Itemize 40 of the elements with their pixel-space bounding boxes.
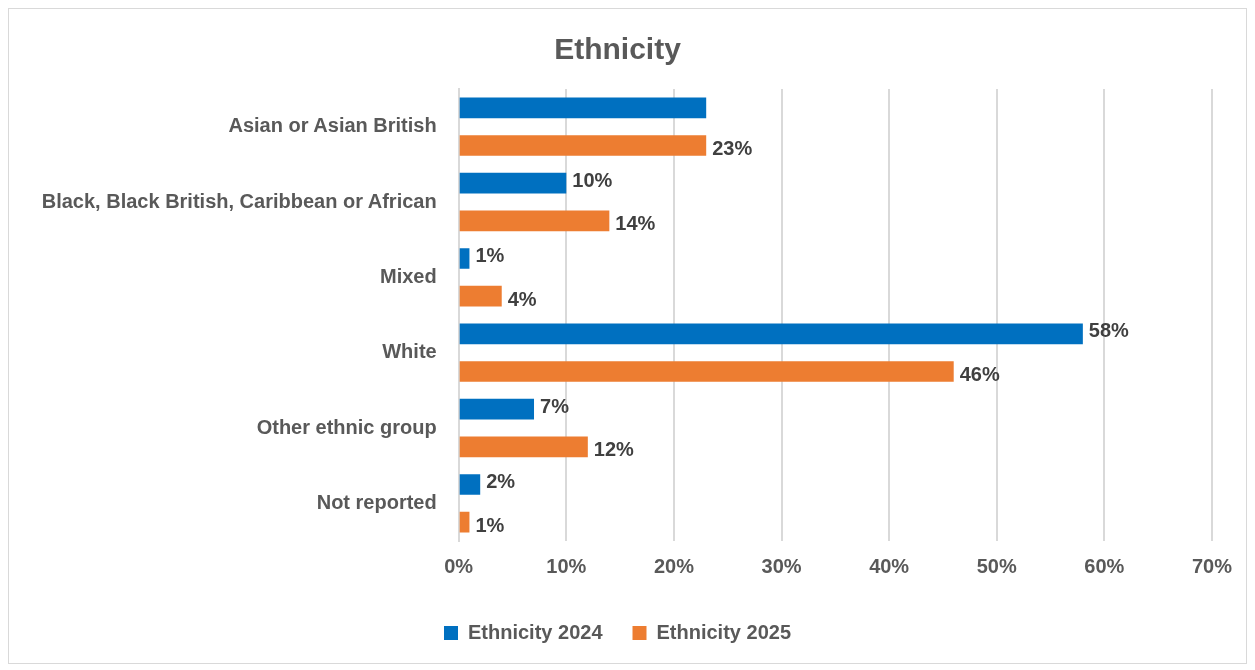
data-label: 4%	[507, 287, 537, 310]
y-tick-label: Asian or Asian British	[228, 114, 437, 137]
bar	[459, 436, 588, 458]
data-label: 23%	[712, 137, 753, 160]
data-label: 1%	[475, 244, 505, 267]
legend-label: Ethnicity 2024	[468, 620, 604, 643]
x-tick-label: 50%	[976, 554, 1017, 577]
x-tick-label: 0%	[444, 554, 474, 577]
x-tick-label: 30%	[761, 554, 802, 577]
x-tick-label: 40%	[869, 554, 910, 577]
y-tick-label: Mixed	[380, 264, 437, 287]
y-tick-label: White	[382, 340, 437, 363]
data-label: 12%	[593, 438, 635, 461]
bar	[459, 285, 502, 307]
data-label: 58%	[1088, 319, 1130, 342]
bar	[459, 210, 610, 232]
bar	[459, 172, 567, 194]
data-label: 1%	[475, 513, 505, 536]
y-tick-label: Not reported	[316, 490, 437, 513]
data-label: 10%	[572, 168, 613, 191]
x-tick-label: 10%	[546, 554, 587, 577]
bar	[459, 97, 707, 119]
bar	[459, 323, 1083, 345]
x-tick-label: 70%	[1191, 554, 1233, 577]
bar	[459, 511, 470, 533]
x-tick-label: 20%	[653, 554, 695, 577]
chart-title: Ethnicity	[554, 32, 682, 66]
bar	[459, 361, 954, 382]
y-tick-label: Other ethnic group	[256, 415, 437, 438]
bar	[459, 248, 470, 269]
bar	[459, 474, 481, 495]
data-label: 7%	[540, 394, 570, 417]
y-tick-label: Black, Black British, Caribbean or African	[41, 189, 437, 212]
bar	[459, 135, 707, 156]
bar	[459, 398, 535, 420]
legend-label: Ethnicity 2025	[656, 620, 792, 643]
data-label: 46%	[959, 363, 1000, 386]
x-tick-label: 60%	[1084, 554, 1125, 577]
data-label: 14%	[615, 212, 656, 235]
data-label: 2%	[486, 470, 516, 493]
